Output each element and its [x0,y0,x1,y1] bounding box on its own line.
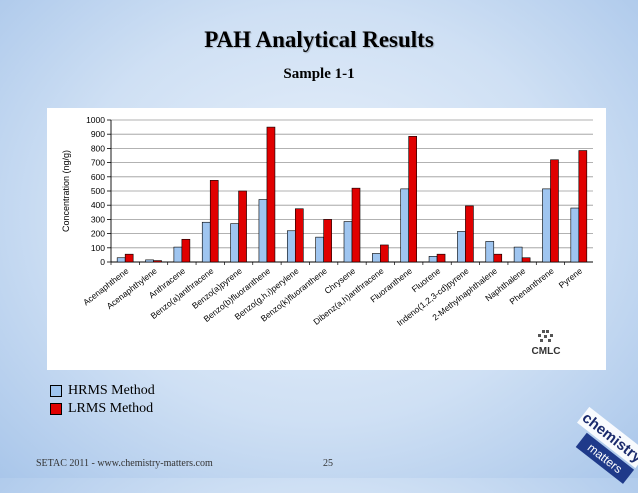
bar-lrms [124,253,134,263]
legend-swatch-hrms [50,385,62,397]
slide-title: PAH Analytical Results [204,27,434,52]
bar-hrms [570,207,580,263]
y-tick-label: 400 [91,200,105,210]
bar-lrms [266,126,276,263]
legend-label-hrms: HRMS Method [68,383,155,398]
bar-hrms [343,221,353,263]
y-tick-label: 500 [91,186,105,196]
bar-hrms [258,199,268,263]
bar-hrms [145,259,154,263]
bar-hrms [201,221,211,263]
cmlc-logo: CMLC [516,330,576,358]
bar-lrms [181,238,191,263]
legend-swatch-lrms [50,403,62,415]
bar-hrms [513,246,523,263]
bar-hrms [542,188,551,263]
legend-item-lrms: LRMS Method [50,400,155,418]
bar-lrms [465,205,474,263]
bar-lrms [408,136,418,263]
footer-text: SETAC 2011 - www.chemistry-matters.com [36,458,213,469]
chemistry-matters-logo: chemistry matters [563,398,638,488]
bar-lrms [521,257,531,263]
bar-hrms [116,257,126,263]
bar-hrms [315,236,324,263]
legend-item-hrms: HRMS Method [50,382,155,400]
bar-lrms [323,219,332,263]
bar-hrms [230,223,239,263]
bar-hrms [173,246,183,263]
bar-hrms [428,256,438,263]
y-axis-label: Concentration (ng/g) [61,150,71,232]
bar-hrms [400,188,410,263]
y-tick-label: 900 [91,129,105,139]
y-tick-label: 100 [91,243,105,253]
bar-hrms [457,231,466,263]
bar-lrms [578,150,588,263]
bar-lrms [294,208,304,263]
bar-lrms [380,244,389,263]
bar-lrms [153,260,162,263]
bar-hrms [485,241,495,263]
bar-lrms [238,190,247,263]
bar-lrms [209,180,219,263]
page-number: 25 [323,458,333,469]
y-tick-label: 800 [91,143,105,153]
slide-subtitle: Sample 1-1 [283,66,355,82]
chart-legend: HRMS Method LRMS Method [50,382,155,418]
legend-label-lrms: LRMS Method [68,401,154,416]
bar-hrms [372,253,381,263]
bar-lrms [493,253,503,263]
chart-area: 0 100 200 300 400 500 600 700 800 900 1000 Concentr… [47,108,606,370]
bar-lrms [351,187,361,263]
y-tick-label: 700 [91,158,105,168]
cmlc-logo-text: CMLC [532,346,561,357]
y-tick-label: 0 [100,257,105,267]
bar-hrms [286,230,296,263]
y-tick-label: 1000 [86,115,105,125]
bar-chart: 0 100 200 300 400 500 600 700 800 900 1000 Concentr… [61,115,593,328]
y-tick-label: 600 [91,172,105,182]
x-tick-label: Pyrene [557,266,585,291]
bar-lrms [436,253,446,263]
y-tick-label: 300 [91,214,105,224]
y-tick-label: 200 [91,229,105,239]
bar-lrms [550,159,559,263]
